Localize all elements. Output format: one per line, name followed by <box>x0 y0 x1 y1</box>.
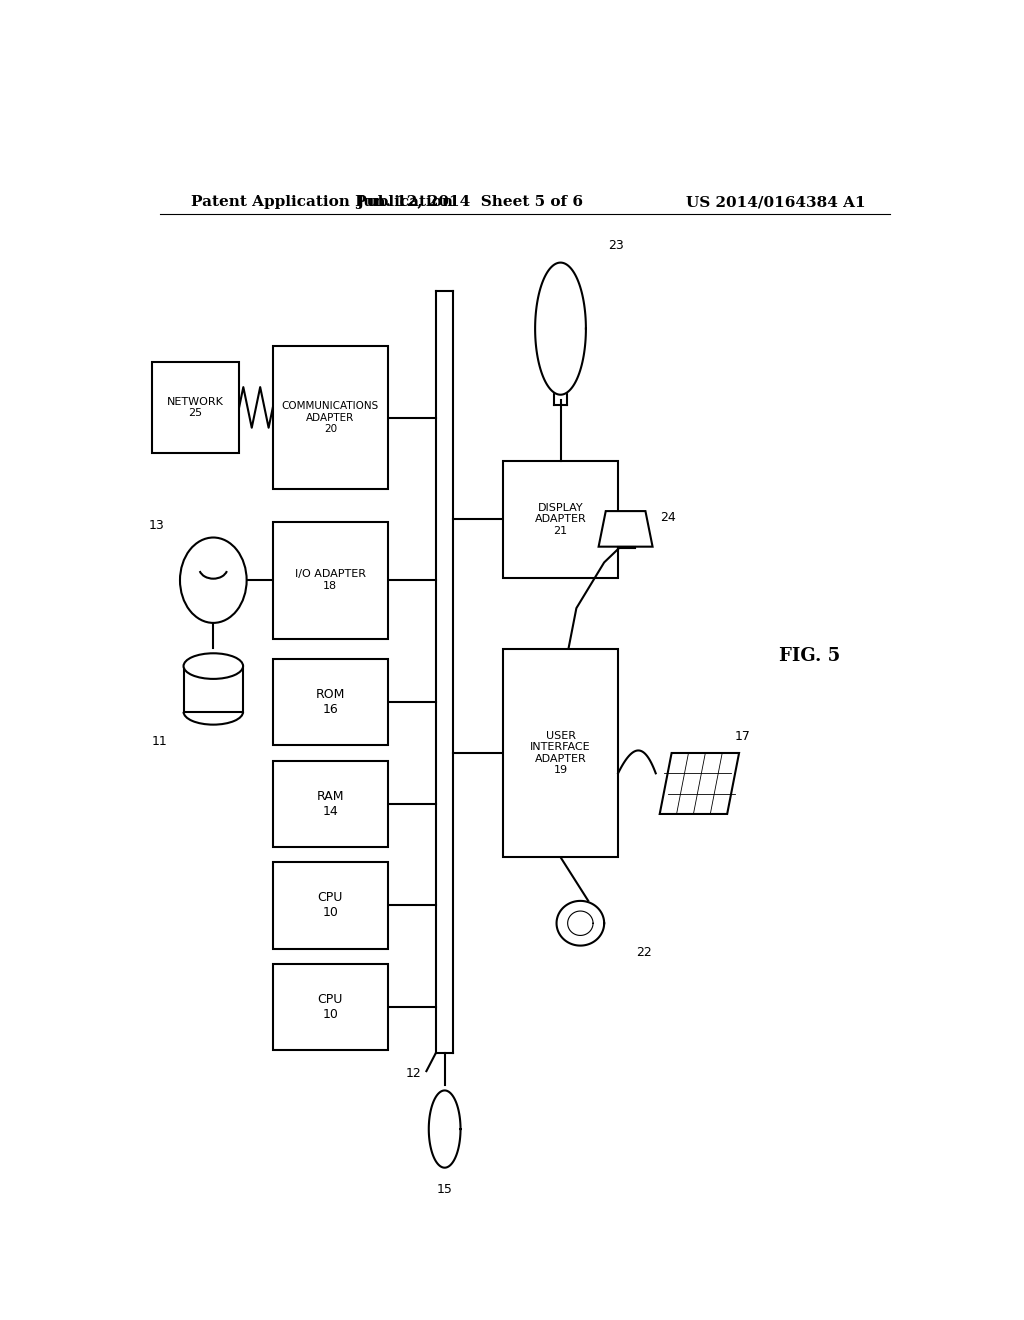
Text: CPU
10: CPU 10 <box>317 891 343 920</box>
Text: USER
INTERFACE
ADAPTER
19: USER INTERFACE ADAPTER 19 <box>530 730 591 775</box>
Bar <box>503 461 618 578</box>
Bar <box>272 521 388 639</box>
Text: 17: 17 <box>735 730 751 743</box>
Polygon shape <box>557 900 604 945</box>
Text: I/O ADAPTER
18: I/O ADAPTER 18 <box>295 569 366 591</box>
Bar <box>272 862 388 949</box>
Text: 23: 23 <box>608 239 624 252</box>
Text: 15: 15 <box>436 1183 453 1196</box>
Text: Patent Application Publication: Patent Application Publication <box>191 195 454 209</box>
Ellipse shape <box>183 653 243 678</box>
Text: DISPLAY
ADAPTER
21: DISPLAY ADAPTER 21 <box>535 503 587 536</box>
Bar <box>503 649 618 857</box>
Bar <box>152 362 240 453</box>
Text: 12: 12 <box>406 1067 422 1080</box>
Text: 11: 11 <box>152 735 168 748</box>
Text: 13: 13 <box>148 520 164 532</box>
Circle shape <box>180 537 247 623</box>
Text: ROM
16: ROM 16 <box>315 688 345 717</box>
Text: RAM
14: RAM 14 <box>316 789 344 818</box>
Text: Jun. 12, 2014  Sheet 5 of 6: Jun. 12, 2014 Sheet 5 of 6 <box>355 195 583 209</box>
Text: 24: 24 <box>660 511 676 524</box>
Bar <box>272 964 388 1051</box>
Text: NETWORK
25: NETWORK 25 <box>167 396 224 418</box>
Polygon shape <box>599 511 652 546</box>
Polygon shape <box>536 263 586 395</box>
Polygon shape <box>429 1090 461 1168</box>
Text: FIG. 5: FIG. 5 <box>778 647 840 665</box>
Bar <box>272 346 388 488</box>
Bar <box>272 659 388 746</box>
Text: CPU
10: CPU 10 <box>317 993 343 1022</box>
Text: 22: 22 <box>636 945 651 958</box>
Bar <box>183 667 243 711</box>
Polygon shape <box>659 752 739 814</box>
Text: US 2014/0164384 A1: US 2014/0164384 A1 <box>686 195 866 209</box>
Text: COMMUNICATIONS
ADAPTER
20: COMMUNICATIONS ADAPTER 20 <box>282 401 379 434</box>
Bar <box>272 760 388 847</box>
